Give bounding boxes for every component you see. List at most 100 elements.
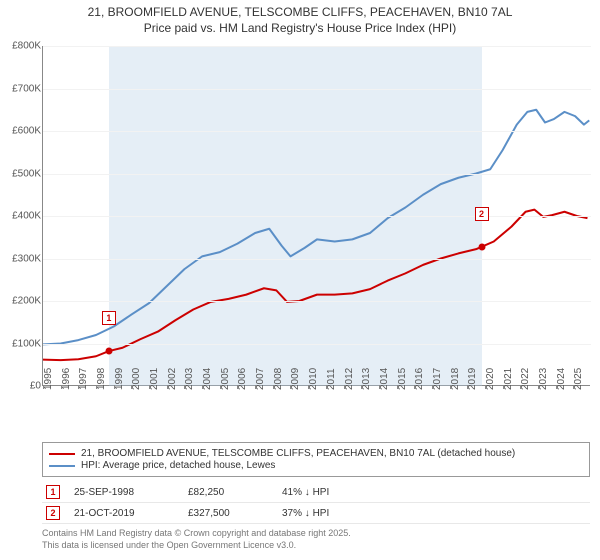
x-tick-mark [432, 385, 433, 389]
series-price_paid [43, 210, 587, 360]
attribution: Contains HM Land Registry data © Crown c… [42, 528, 590, 551]
sale-row: 1 25-SEP-1998 £82,250 41% ↓ HPI [42, 482, 590, 503]
x-axis-tick: 2014 [379, 368, 390, 390]
x-axis-tick: 2003 [184, 368, 195, 390]
y-axis-tick: £800K [1, 41, 41, 52]
legend-swatch [49, 465, 75, 467]
y-axis-tick: £200K [1, 296, 41, 307]
x-axis-tick: 2008 [273, 368, 284, 390]
sale-marker-icon: 1 [46, 485, 60, 499]
legend-swatch [49, 453, 75, 455]
x-axis-tick: 2011 [326, 368, 337, 390]
x-axis-tick: 2000 [131, 368, 142, 390]
x-axis-tick: 1996 [61, 368, 72, 390]
legend-label: 21, BROOMFIELD AVENUE, TELSCOMBE CLIFFS,… [81, 448, 515, 459]
x-tick-mark [61, 385, 62, 389]
x-axis-tick: 2012 [344, 368, 355, 390]
title-line-1: 21, BROOMFIELD AVENUE, TELSCOMBE CLIFFS,… [10, 4, 590, 20]
legend-row: 21, BROOMFIELD AVENUE, TELSCOMBE CLIFFS,… [49, 448, 583, 459]
y-axis-tick: £0 [1, 381, 41, 392]
series-hpi [43, 110, 589, 345]
sale-hpi-delta: 37% ↓ HPI [282, 508, 402, 519]
x-tick-mark [450, 385, 451, 389]
gridline [43, 216, 591, 217]
x-tick-mark [308, 385, 309, 389]
x-axis-tick: 2022 [520, 368, 531, 390]
legend-label: HPI: Average price, detached house, Lewe… [81, 460, 275, 471]
x-tick-mark [114, 385, 115, 389]
title-block: 21, BROOMFIELD AVENUE, TELSCOMBE CLIFFS,… [0, 0, 600, 38]
x-tick-mark [202, 385, 203, 389]
x-tick-mark [538, 385, 539, 389]
x-tick-mark [43, 385, 44, 389]
legend-row: HPI: Average price, detached house, Lewe… [49, 460, 583, 471]
x-tick-mark [273, 385, 274, 389]
title-line-2: Price paid vs. HM Land Registry's House … [10, 20, 590, 36]
x-axis-tick: 2017 [432, 368, 443, 390]
x-tick-mark [414, 385, 415, 389]
x-axis-tick: 2015 [397, 368, 408, 390]
chart-container: 21, BROOMFIELD AVENUE, TELSCOMBE CLIFFS,… [0, 0, 600, 560]
gridline [43, 89, 591, 90]
gridline [43, 259, 591, 260]
sale-date: 25-SEP-1998 [74, 487, 174, 498]
x-axis-tick: 1997 [78, 368, 89, 390]
x-axis-tick: 2001 [149, 368, 160, 390]
x-axis-tick: 2020 [485, 368, 496, 390]
x-axis-tick: 1998 [96, 368, 107, 390]
attribution-line-1: Contains HM Land Registry data © Crown c… [42, 528, 590, 540]
x-axis-tick: 2023 [538, 368, 549, 390]
x-axis-tick: 2009 [290, 368, 301, 390]
x-tick-mark [379, 385, 380, 389]
sales-table: 125-SEP-1998£82,25041% ↓ HPI221-OCT-2019… [42, 482, 590, 524]
y-axis-tick: £100K [1, 338, 41, 349]
x-axis-tick: 2007 [255, 368, 266, 390]
sale-marker: 1 [102, 311, 116, 325]
x-tick-mark [397, 385, 398, 389]
x-tick-mark [290, 385, 291, 389]
x-axis-tick: 1999 [114, 368, 125, 390]
x-axis-tick: 2005 [220, 368, 231, 390]
x-tick-mark [237, 385, 238, 389]
x-tick-mark [96, 385, 97, 389]
sale-hpi-delta: 41% ↓ HPI [282, 487, 402, 498]
y-axis-tick: £400K [1, 211, 41, 222]
x-axis-tick: 2010 [308, 368, 319, 390]
x-tick-mark [255, 385, 256, 389]
x-tick-mark [184, 385, 185, 389]
x-tick-mark [556, 385, 557, 389]
y-axis-tick: £600K [1, 126, 41, 137]
x-tick-mark [503, 385, 504, 389]
gridline [43, 344, 591, 345]
x-axis-tick: 2004 [202, 368, 213, 390]
x-axis-tick: 2021 [503, 368, 514, 390]
x-tick-mark [485, 385, 486, 389]
x-tick-mark [220, 385, 221, 389]
x-tick-mark [361, 385, 362, 389]
x-axis-tick: 2006 [237, 368, 248, 390]
x-axis-tick: 2013 [361, 368, 372, 390]
gridline [43, 301, 591, 302]
x-axis-tick: 1995 [43, 368, 54, 390]
y-axis-tick: £300K [1, 253, 41, 264]
gridline [43, 174, 591, 175]
x-tick-mark [467, 385, 468, 389]
y-axis-tick: £700K [1, 83, 41, 94]
attribution-line-2: This data is licensed under the Open Gov… [42, 540, 590, 552]
y-axis-tick: £500K [1, 168, 41, 179]
x-axis-tick: 2019 [467, 368, 478, 390]
gridline [43, 46, 591, 47]
gridline [43, 131, 591, 132]
chart-area: £0£100K£200K£300K£400K£500K£600K£700K£80… [42, 46, 590, 412]
x-tick-mark [149, 385, 150, 389]
sale-price: £327,500 [188, 508, 268, 519]
x-axis-tick: 2016 [414, 368, 425, 390]
sale-date: 21-OCT-2019 [74, 508, 174, 519]
x-axis-tick: 2018 [450, 368, 461, 390]
x-axis-tick: 2024 [556, 368, 567, 390]
x-tick-mark [78, 385, 79, 389]
sale-row: 221-OCT-2019£327,50037% ↓ HPI [42, 503, 590, 524]
sale-price: £82,250 [188, 487, 268, 498]
x-axis-tick: 2025 [573, 368, 584, 390]
legend: 21, BROOMFIELD AVENUE, TELSCOMBE CLIFFS,… [42, 442, 590, 477]
